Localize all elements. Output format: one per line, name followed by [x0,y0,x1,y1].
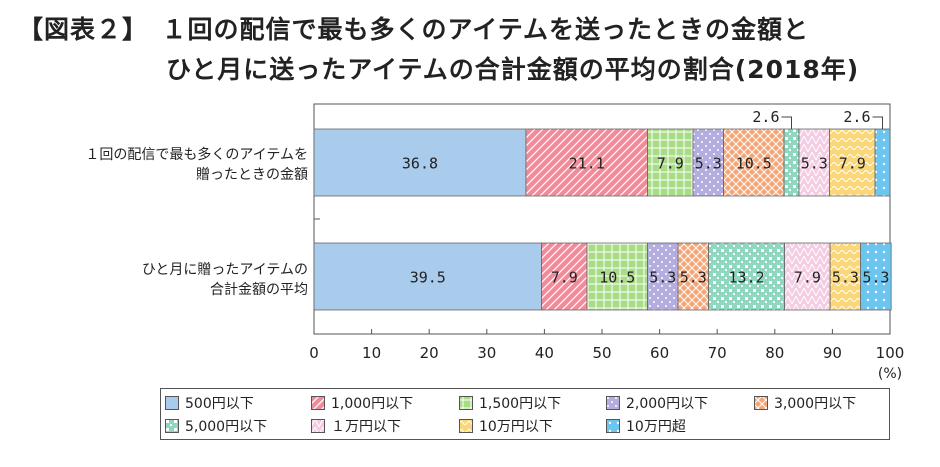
x-unit-label: (%) [878,366,902,382]
bar-segment-1-1 [313,128,527,197]
bar-segment-2-2 [541,242,588,311]
chart-area: 36.8 21.1 7.9 5.3 10.5 5.3 7.939.5 7.9 10.5 5.3 5.… [309,103,905,382]
bar-segment-2-6 [708,242,785,311]
legend-label-8: 10万円以下 [479,419,553,435]
bar-segment-2-7 [784,242,831,311]
category-label-2: ひと月に贈ったアイテムの 合計金額の平均 [141,262,308,298]
x-tick-label-60: 60 [650,344,669,362]
data-label-2-4: 5.3 [649,269,676,287]
legend-swatch-1 [165,396,179,410]
legend-label-2: 1,000円以下 [331,396,414,412]
chart-title-line-1: 【図表２】 １回の配信で最も多くのアイテムを送ったときの金額と [18,15,810,44]
bar-segment-2-5 [677,242,709,311]
bar-segment-1-8 [829,128,876,197]
x-tick-label-20: 20 [420,344,439,362]
legend-item-3: 1,500円以下 [459,393,561,413]
data-label-1-3: 7.9 [657,155,684,173]
bar-segment-1-5 [723,128,785,197]
data-label-1-1: 36.8 [402,155,438,173]
data-label-1-4: 5.3 [695,155,722,173]
legend-item-6: 5,000円以下 [165,416,267,436]
legend-item-7: １万円以下 [311,416,401,436]
legend-item-4: 2,000円以下 [606,393,708,413]
bar-segment-1-4 [692,128,724,197]
data-label-2-2: 7.9 [551,269,578,287]
bar-segment-2-9 [860,242,892,311]
data-label-2-8: 5.3 [832,269,859,287]
legend-label-4: 2,000円以下 [626,396,709,412]
callout-leader-2 [872,116,884,129]
data-label-1-7: 5.3 [801,155,828,173]
legend-swatch-3 [459,396,473,410]
legend-swatch-4 [606,396,620,410]
legend-swatch-7 [311,419,325,433]
bar-segment-2-8 [829,242,862,311]
data-label-1-5: 10.5 [736,155,772,173]
x-tick-label-50: 50 [592,344,611,362]
bar-segment-2-3 [586,242,648,311]
bar-segment-1-7 [798,128,830,197]
bar-segment-1-3 [647,128,694,197]
bar-segment-1-9 [874,128,891,197]
bar-segment-1-6 [783,128,800,197]
bar-segment-2-4 [647,242,679,311]
legend-label-1: 500円以下 [185,396,254,412]
legend-label-3: 1,500円以下 [479,396,562,412]
legend-label-9: 10万円超 [626,419,686,435]
legend-label-6: 5,000円以下 [185,419,268,435]
bar-segment-2-1 [313,242,542,311]
data-label-2-1: 39.5 [410,269,446,287]
legend-swatch-8 [459,419,473,433]
legend-label-5: 3,000円以下 [774,396,857,412]
legend-label-7: １万円以下 [331,419,401,435]
chart-title-line-2: ひと月に送ったアイテムの合計金額の平均の割合(2018年) [166,55,860,84]
callout-label-2: 2.6 [843,108,870,126]
legend-swatch-9 [606,419,620,433]
x-tick-label-0: 0 [309,344,319,362]
callout-label-1: 2.6 [752,108,779,126]
data-label-2-9: 5.3 [862,269,889,287]
x-tick-label-80: 80 [765,344,784,362]
legend-swatch-6 [165,419,179,433]
legend-item-9: 10万円超 [606,416,686,436]
x-tick-label-10: 10 [362,344,381,362]
data-label-2-5: 5.3 [680,269,707,287]
data-label-1-8: 7.9 [839,155,866,173]
category-label-1: １回の配信で最も多くのアイテムを 贈ったときの金額 [85,147,308,183]
legend-item-8: 10万円以下 [459,416,553,436]
data-label-2-6: 13.2 [729,269,765,287]
legend: 500円以下 1,000円以下 1,500円以下 2,000円以下 3,000円以下 5,… [160,388,890,440]
legend-swatch-5 [754,396,768,410]
legend-item-2: 1,000円以下 [311,393,413,413]
legend-item-5: 3,000円以下 [754,393,856,413]
x-tick-label-100: 100 [876,344,905,362]
data-label-2-3: 10.5 [599,269,635,287]
x-tick-label-30: 30 [477,344,496,362]
data-label-2-7: 7.9 [794,269,821,287]
callout-leader-1 [781,116,793,129]
x-tick-label-70: 70 [708,344,727,362]
x-tick-label-40: 40 [535,344,554,362]
legend-item-1: 500円以下 [165,393,254,413]
data-label-1-2: 21.1 [569,155,605,173]
legend-swatch-2 [311,396,325,410]
x-tick-label-90: 90 [823,344,842,362]
